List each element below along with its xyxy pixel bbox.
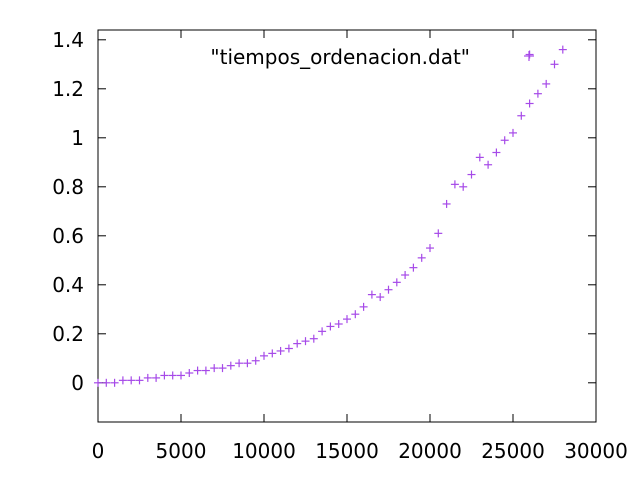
- data-point: [284, 344, 293, 353]
- data-point: [525, 50, 534, 59]
- data-point: [542, 79, 551, 88]
- data-point: [168, 371, 177, 380]
- data-point: [135, 376, 144, 385]
- data-point: [118, 376, 127, 385]
- x-tick-label: 30000: [564, 439, 628, 463]
- data-point: [434, 229, 443, 238]
- data-point: [558, 45, 567, 54]
- data-point: [160, 371, 169, 380]
- x-tick-label: 25000: [481, 439, 545, 463]
- x-axis: 0 5000 10000 15000 20000 25000 30000: [92, 30, 628, 463]
- x-tick-label: 10000: [232, 439, 296, 463]
- y-tick-label: 0.2: [52, 322, 84, 346]
- data-point: [143, 373, 152, 382]
- x-tick-label: 20000: [398, 439, 462, 463]
- data-point: [235, 359, 244, 368]
- data-point: [177, 371, 185, 380]
- data-point: [367, 290, 376, 299]
- y-tick-label: 0: [71, 371, 84, 395]
- y-axis: 0 0.2 0.4 0.6 0.8 1 1.2 1.4: [52, 28, 596, 395]
- data-point: [201, 366, 210, 375]
- data-point: [334, 320, 343, 328]
- data-point: [268, 349, 277, 358]
- data-point: [185, 369, 194, 377]
- data-point: [475, 153, 484, 162]
- data-point: [550, 60, 559, 69]
- data-point: [517, 111, 526, 120]
- data-point: [343, 315, 351, 324]
- data-point: [293, 339, 302, 348]
- data-point: [351, 310, 360, 319]
- data-point: [509, 128, 517, 137]
- data-points: [94, 45, 567, 387]
- data-point: [467, 170, 476, 179]
- data-point: [426, 244, 434, 253]
- data-point: [409, 263, 418, 272]
- data-point: [94, 378, 102, 387]
- data-point: [251, 356, 260, 365]
- data-point: [525, 99, 534, 108]
- data-point: [384, 285, 393, 294]
- y-tick-label: 0.8: [52, 175, 84, 199]
- y-tick-label: 1.2: [52, 77, 84, 101]
- data-point: [218, 364, 227, 373]
- data-point: [127, 376, 136, 385]
- data-point: [110, 378, 119, 387]
- data-point: [243, 359, 252, 368]
- data-point: [309, 334, 318, 343]
- data-point: [484, 160, 493, 169]
- y-tick-label: 0.6: [52, 224, 84, 248]
- legend-label: "tiempos_ordenacion.dat": [210, 45, 470, 69]
- data-point: [318, 327, 327, 336]
- data-point: [392, 278, 401, 287]
- data-point: [533, 89, 542, 98]
- data-point: [326, 322, 335, 331]
- data-point: [359, 302, 368, 311]
- data-point: [193, 366, 202, 375]
- data-point: [417, 253, 426, 262]
- data-point: [210, 364, 219, 373]
- data-point: [226, 361, 235, 370]
- plot-frame: [97, 29, 597, 423]
- y-tick-label: 1.4: [52, 28, 84, 52]
- x-tick-label: 5000: [156, 439, 207, 463]
- data-point: [500, 136, 509, 145]
- y-tick-label: 0.4: [52, 273, 84, 297]
- data-point: [492, 148, 501, 157]
- data-point: [152, 373, 161, 382]
- x-tick-label: 0: [92, 439, 105, 463]
- data-point: [276, 346, 285, 355]
- data-point: [459, 182, 468, 191]
- data-point: [102, 378, 111, 387]
- data-point: [442, 199, 451, 208]
- y-tick-label: 1: [71, 126, 84, 150]
- data-point: [450, 180, 459, 189]
- data-point: [401, 271, 410, 279]
- data-point: [260, 351, 268, 360]
- x-tick-label: 15000: [315, 439, 379, 463]
- data-point: [376, 293, 385, 302]
- data-point: [301, 337, 310, 346]
